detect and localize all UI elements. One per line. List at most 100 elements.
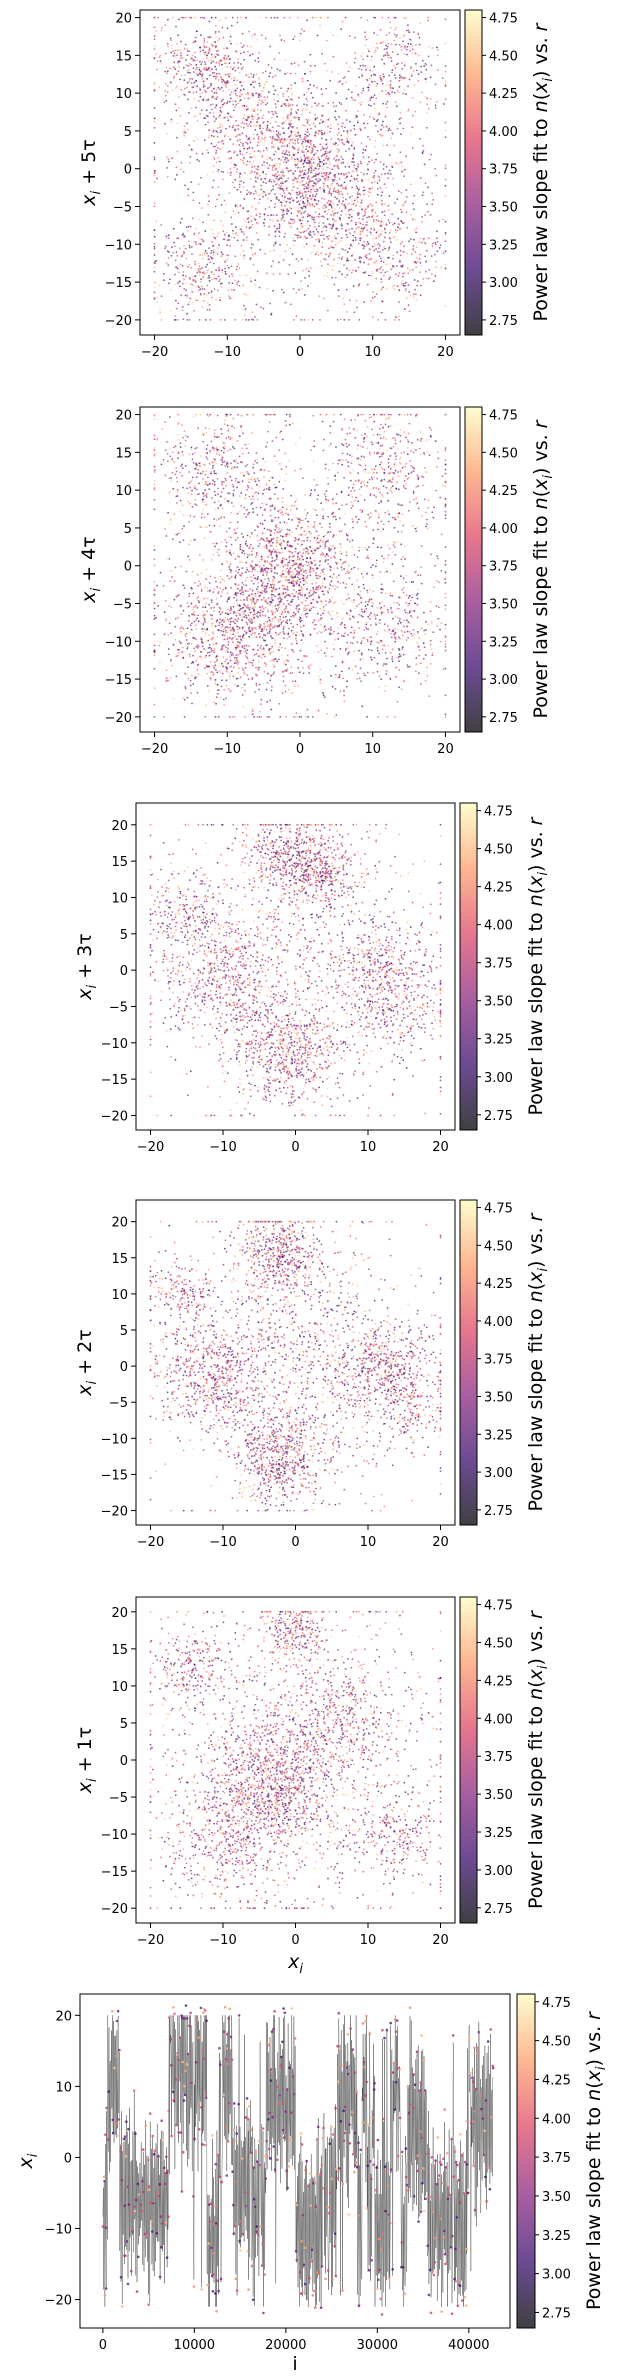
- data-point: [307, 162, 309, 165]
- data-point: [153, 117, 156, 120]
- data-point: [367, 546, 370, 548]
- data-point: [298, 288, 300, 291]
- data-point: [260, 188, 263, 191]
- data-point: [382, 261, 385, 264]
- data-point: [380, 78, 382, 81]
- data-point: [236, 555, 239, 558]
- data-point: [297, 64, 300, 67]
- data-point: [345, 81, 348, 84]
- data-point: [188, 653, 191, 656]
- data-point: [436, 240, 439, 243]
- data-point: [246, 160, 249, 163]
- data-point: [209, 74, 211, 77]
- data-point: [294, 133, 297, 136]
- data-point: [348, 209, 350, 211]
- data-point: [341, 83, 344, 85]
- data-point: [228, 58, 231, 61]
- data-point: [253, 116, 256, 118]
- data-point: [236, 21, 239, 24]
- data-point: [224, 58, 227, 60]
- data-point: [444, 18, 447, 21]
- data-point: [285, 473, 288, 475]
- data-point: [213, 481, 216, 483]
- data-point: [332, 190, 335, 192]
- data-point: [366, 234, 368, 237]
- data-point: [281, 138, 283, 140]
- data-point: [305, 193, 307, 196]
- data-point: [290, 169, 292, 172]
- data-point: [234, 255, 237, 258]
- data-point: [415, 256, 418, 259]
- data-point: [389, 95, 392, 97]
- data-point: [406, 267, 409, 269]
- data-point: [236, 79, 239, 82]
- data-point: [272, 663, 275, 666]
- data-point: [298, 175, 301, 177]
- data-point: [388, 93, 391, 96]
- data-point: [187, 492, 190, 495]
- data-point: [316, 104, 318, 107]
- data-point: [425, 126, 428, 129]
- data-point: [317, 207, 320, 210]
- data-point: [233, 716, 236, 718]
- data-point: [259, 710, 261, 713]
- data-point: [253, 716, 256, 718]
- data-point: [289, 193, 292, 196]
- data-point: [153, 593, 156, 596]
- data-point: [364, 210, 366, 212]
- data-point: [172, 77, 175, 79]
- data-point: [403, 245, 405, 248]
- data-point: [354, 52, 356, 54]
- data-point: [401, 280, 404, 282]
- data-point: [296, 187, 299, 190]
- data-point: [374, 622, 377, 624]
- data-point: [366, 589, 369, 592]
- data-point: [341, 193, 344, 196]
- data-point: [213, 117, 216, 119]
- data-point: [263, 213, 266, 216]
- data-point: [321, 166, 323, 168]
- data-point: [356, 191, 359, 194]
- data-point: [207, 98, 210, 101]
- data-point: [377, 528, 379, 531]
- data-point: [337, 128, 340, 130]
- data-point: [201, 92, 204, 95]
- data-point: [266, 716, 268, 718]
- data-point: [287, 177, 290, 180]
- data-point: [201, 152, 204, 155]
- data-point: [187, 64, 189, 67]
- data-point: [331, 178, 334, 181]
- data-point: [241, 105, 244, 108]
- data-point: [256, 104, 259, 106]
- data-point: [388, 232, 391, 234]
- data-point: [299, 174, 302, 177]
- data-point: [312, 188, 315, 190]
- data-point: [377, 175, 380, 178]
- data-point: [212, 75, 215, 78]
- data-point: [269, 136, 272, 139]
- data-point: [232, 143, 235, 146]
- data-point: [402, 577, 405, 580]
- data-point: [293, 35, 296, 38]
- data-point: [306, 575, 309, 577]
- data-point: [153, 38, 156, 40]
- data-point: [182, 250, 185, 253]
- data-point: [294, 143, 297, 145]
- data-point: [277, 178, 279, 181]
- data-point: [343, 76, 346, 79]
- data-point: [302, 146, 304, 148]
- data-point: [312, 230, 315, 233]
- data-point: [188, 50, 191, 52]
- data-point: [175, 166, 178, 169]
- data-point: [384, 511, 387, 514]
- data-point: [241, 319, 244, 321]
- data-point: [326, 236, 328, 238]
- data-point: [270, 567, 272, 570]
- data-point: [364, 211, 367, 214]
- data-point: [208, 36, 211, 39]
- data-point: [302, 672, 305, 675]
- data-point: [242, 117, 245, 120]
- data-point: [333, 547, 336, 550]
- data-point: [263, 649, 266, 651]
- data-point: [278, 52, 281, 55]
